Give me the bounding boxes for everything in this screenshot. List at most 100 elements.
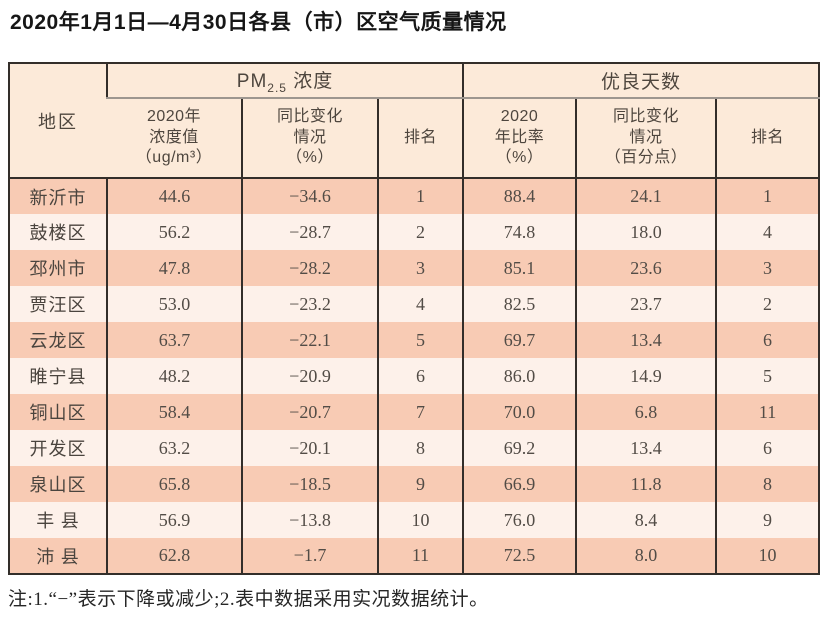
- table-row: 丰 县 56.9 −13.8 10 76.0 8.4 9: [9, 502, 820, 538]
- cell-pm-value: 53.0: [106, 286, 242, 322]
- cell-pm-value: 65.8: [106, 466, 242, 502]
- cell-days-rank: 6: [715, 322, 820, 358]
- cell-region: 鼓楼区: [29, 223, 87, 243]
- cell-days-change: 24.1: [575, 178, 717, 214]
- cell-days-change: 23.6: [575, 250, 717, 286]
- table-row: 沛 县 62.8 −1.7 11 72.5 8.0 10: [9, 538, 820, 574]
- table-row: 新沂市 44.6 −34.6 1 88.4 24.1 1: [9, 178, 820, 214]
- table-row: 邳州市 47.8 −28.2 3 85.1 23.6 3: [9, 250, 820, 286]
- col-header-pm-change: 同比变化 情况 （%）: [241, 98, 378, 179]
- cell-pm-rank: 11: [376, 538, 464, 574]
- cell-days-rank: 9: [715, 502, 820, 538]
- cell-days-rank: 4: [715, 214, 820, 250]
- cell-region: 铜山区: [29, 403, 87, 423]
- table-header: 地区 PM2.5 浓度 优良天数 2020年 浓度值 （ug/m³） 同比变化 …: [9, 63, 820, 179]
- col-header-pm-value: 2020年 浓度值 （ug/m³）: [107, 98, 242, 179]
- group-header-row: 地区 PM2.5 浓度 优良天数: [9, 63, 820, 179]
- cell-region: 丰 县: [36, 511, 80, 531]
- cell-pm-change: −23.2: [241, 286, 378, 322]
- cell-days-change: 13.4: [575, 430, 717, 466]
- cell-pm-rank: 4: [376, 286, 464, 322]
- cell-days-rank: 11: [715, 394, 820, 430]
- cell-pm-rank: 3: [376, 250, 464, 286]
- cell-region: 新沂市: [29, 187, 87, 208]
- table-body: 新沂市 44.6 −34.6 1 88.4 24.1 1 鼓楼区 56.2 −2…: [9, 178, 820, 574]
- cell-pm-rank: 1: [376, 178, 464, 214]
- cell-days-rank: 5: [715, 358, 820, 394]
- cell-pm-change: −28.2: [241, 250, 378, 286]
- cell-days-rate: 69.2: [462, 430, 577, 466]
- cell-days-change: 13.4: [575, 322, 717, 358]
- cell-pm-value: 47.8: [106, 250, 242, 286]
- cell-days-rank: 3: [715, 250, 820, 286]
- col-group-pm25: PM2.5 浓度: [105, 63, 464, 99]
- cell-pm-value: 44.6: [106, 178, 242, 214]
- cell-pm-rank: 2: [376, 214, 464, 250]
- cell-days-rate: 74.8: [462, 214, 577, 250]
- cell-days-change: 23.7: [575, 286, 717, 322]
- cell-region: 开发区: [29, 439, 87, 459]
- cell-pm-change: −1.7: [241, 538, 378, 574]
- cell-days-rank: 10: [715, 538, 820, 574]
- table-row: 泉山区 65.8 −18.5 9 66.9 11.8 8: [9, 466, 820, 502]
- col-header-pm-rank: 排名: [376, 98, 464, 179]
- table-row: 铜山区 58.4 −20.7 7 70.0 6.8 11: [9, 394, 820, 430]
- cell-days-rank: 6: [715, 430, 820, 466]
- cell-pm-value: 58.4: [106, 394, 242, 430]
- cell-pm-value: 48.2: [106, 358, 242, 394]
- table-row: 睢宁县 48.2 −20.9 6 86.0 14.9 5: [9, 358, 820, 394]
- cell-region: 泉山区: [29, 475, 87, 495]
- cell-pm-change: −28.7: [241, 214, 378, 250]
- cell-days-rate: 82.5: [462, 286, 577, 322]
- cell-days-rank: 8: [715, 466, 820, 502]
- cell-days-rank: 2: [715, 286, 820, 322]
- cell-days-rank: 1: [715, 178, 820, 214]
- cell-pm-change: −13.8: [241, 502, 378, 538]
- cell-pm-rank: 10: [376, 502, 464, 538]
- cell-pm-rank: 8: [376, 430, 464, 466]
- col-header-days-rate: 2020 年比率 （%）: [462, 98, 577, 179]
- cell-region: 沛 县: [36, 546, 80, 567]
- cell-pm-change: −20.9: [241, 358, 378, 394]
- cell-pm-value: 56.2: [106, 214, 242, 250]
- pm25-label-prefix: PM: [236, 71, 268, 93]
- cell-pm-value: 56.9: [106, 502, 242, 538]
- sub-header-row: 2020年 浓度值 （ug/m³） 同比变化 情况 （%） 排名 2020 年比…: [9, 98, 820, 179]
- cell-days-rate: 76.0: [462, 502, 577, 538]
- footnote: 注:1.“−”表示下降或减少;2.表中数据采用实况数据统计。: [8, 589, 489, 610]
- cell-days-change: 14.9: [575, 358, 717, 394]
- table-row: 贾汪区 53.0 −23.2 4 82.5 23.7 2: [9, 286, 820, 322]
- table-row: 云龙区 63.7 −22.1 5 69.7 13.4 6: [9, 322, 820, 358]
- cell-region: 云龙区: [29, 331, 87, 351]
- cell-pm-rank: 7: [376, 394, 464, 430]
- cell-days-change: 11.8: [575, 466, 717, 502]
- table-row: 开发区 63.2 −20.1 8 69.2 13.4 6: [9, 430, 820, 466]
- pm25-label-subscript: 2.5: [267, 80, 287, 95]
- cell-pm-change: −20.1: [241, 430, 378, 466]
- cell-days-change: 8.4: [575, 502, 717, 538]
- cell-pm-change: −34.6: [241, 178, 378, 214]
- pm25-label-suffix: 浓度: [286, 71, 334, 93]
- col-header-days-rank: 排名: [715, 98, 820, 179]
- cell-days-change: 8.0: [575, 538, 717, 574]
- air-quality-table: 地区 PM2.5 浓度 优良天数 2020年 浓度值 （ug/m³） 同比变化 …: [8, 62, 821, 575]
- cell-pm-change: −20.7: [241, 394, 378, 430]
- cell-region: 邳州市: [29, 259, 87, 279]
- cell-pm-value: 63.2: [106, 430, 242, 466]
- cell-pm-value: 63.7: [106, 322, 242, 358]
- cell-region: 贾汪区: [29, 295, 87, 315]
- cell-pm-rank: 5: [376, 322, 464, 358]
- cell-days-rate: 88.4: [462, 178, 577, 214]
- cell-pm-value: 62.8: [106, 538, 242, 574]
- col-header-days-change: 同比变化 情况 （百分点）: [575, 98, 717, 179]
- cell-pm-change: −22.1: [241, 322, 378, 358]
- cell-days-change: 18.0: [575, 214, 717, 250]
- table-row: 鼓楼区 56.2 −28.7 2 74.8 18.0 4: [9, 214, 820, 250]
- cell-pm-change: −18.5: [241, 466, 378, 502]
- cell-days-rate: 85.1: [462, 250, 577, 286]
- cell-days-rate: 72.5: [462, 538, 577, 574]
- cell-days-rate: 69.7: [462, 322, 577, 358]
- col-header-region: 地区: [9, 63, 107, 179]
- cell-pm-rank: 6: [376, 358, 464, 394]
- cell-days-rate: 86.0: [462, 358, 577, 394]
